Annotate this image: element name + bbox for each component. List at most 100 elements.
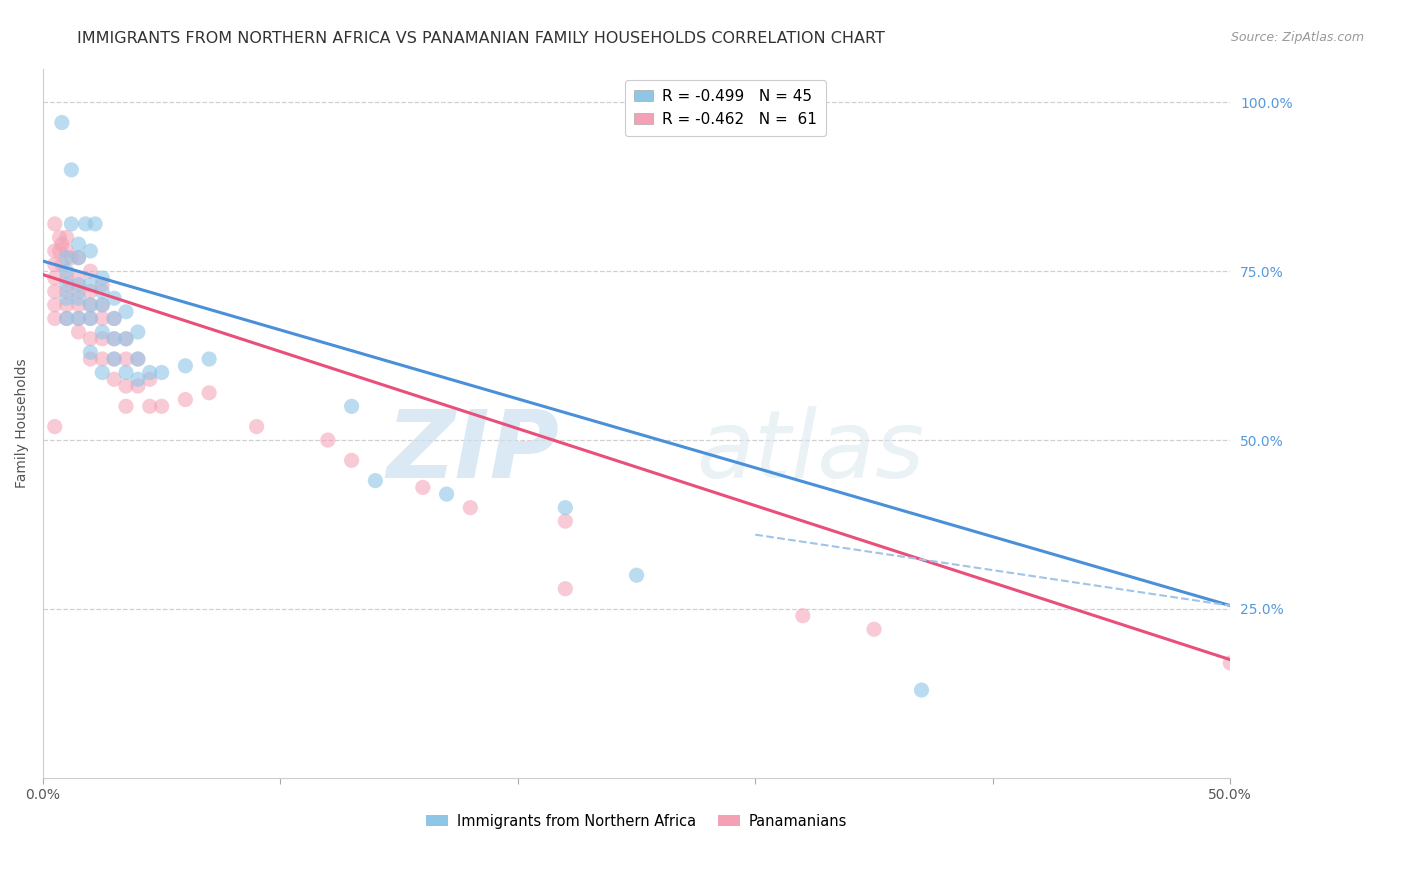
- Point: [554, 582, 576, 596]
- Point: [863, 622, 886, 636]
- Point: [364, 474, 387, 488]
- Point: [103, 311, 125, 326]
- Point: [44, 311, 66, 326]
- Point: [340, 400, 363, 414]
- Point: [103, 372, 125, 386]
- Point: [67, 298, 90, 312]
- Point: [103, 351, 125, 366]
- Point: [67, 271, 90, 285]
- Point: [44, 244, 66, 258]
- Point: [79, 311, 101, 326]
- Point: [198, 385, 221, 400]
- Point: [127, 325, 149, 339]
- Point: [198, 351, 221, 366]
- Point: [44, 217, 66, 231]
- Point: [67, 325, 90, 339]
- Point: [55, 291, 77, 305]
- Point: [91, 298, 114, 312]
- Point: [91, 271, 114, 285]
- Y-axis label: Family Households: Family Households: [15, 359, 30, 488]
- Point: [91, 325, 114, 339]
- Point: [316, 433, 339, 447]
- Point: [55, 251, 77, 265]
- Point: [51, 257, 73, 271]
- Point: [115, 332, 138, 346]
- Point: [436, 487, 458, 501]
- Point: [44, 298, 66, 312]
- Point: [412, 480, 434, 494]
- Point: [103, 311, 125, 326]
- Point: [55, 298, 77, 312]
- Point: [127, 372, 149, 386]
- Point: [91, 285, 114, 299]
- Point: [79, 298, 101, 312]
- Point: [115, 351, 138, 366]
- Point: [91, 277, 114, 292]
- Point: [84, 217, 107, 231]
- Point: [139, 366, 162, 380]
- Point: [55, 264, 77, 278]
- Point: [79, 311, 101, 326]
- Point: [55, 285, 77, 299]
- Point: [67, 311, 90, 326]
- Point: [246, 419, 269, 434]
- Point: [51, 115, 73, 129]
- Point: [67, 291, 90, 305]
- Point: [79, 264, 101, 278]
- Point: [115, 332, 138, 346]
- Point: [67, 251, 90, 265]
- Point: [127, 351, 149, 366]
- Point: [79, 351, 101, 366]
- Point: [103, 291, 125, 305]
- Point: [150, 366, 173, 380]
- Point: [554, 500, 576, 515]
- Point: [60, 162, 83, 177]
- Point: [626, 568, 648, 582]
- Point: [139, 400, 162, 414]
- Point: [79, 244, 101, 258]
- Point: [150, 400, 173, 414]
- Point: [460, 500, 482, 515]
- Point: [91, 311, 114, 326]
- Point: [67, 311, 90, 326]
- Point: [60, 217, 83, 231]
- Point: [60, 251, 83, 265]
- Point: [127, 351, 149, 366]
- Point: [340, 453, 363, 467]
- Point: [55, 311, 77, 326]
- Point: [91, 351, 114, 366]
- Point: [55, 277, 77, 292]
- Point: [44, 271, 66, 285]
- Point: [79, 285, 101, 299]
- Point: [115, 366, 138, 380]
- Text: atlas: atlas: [696, 406, 924, 497]
- Point: [115, 400, 138, 414]
- Text: IMMIGRANTS FROM NORTHERN AFRICA VS PANAMANIAN FAMILY HOUSEHOLDS CORRELATION CHAR: IMMIGRANTS FROM NORTHERN AFRICA VS PANAM…: [77, 31, 886, 46]
- Point: [79, 277, 101, 292]
- Point: [51, 237, 73, 252]
- Point: [103, 351, 125, 366]
- Point: [48, 244, 70, 258]
- Point: [103, 332, 125, 346]
- Point: [55, 271, 77, 285]
- Point: [139, 372, 162, 386]
- Point: [1219, 656, 1241, 670]
- Point: [67, 285, 90, 299]
- Point: [67, 237, 90, 252]
- Point: [91, 332, 114, 346]
- Point: [103, 332, 125, 346]
- Point: [115, 304, 138, 318]
- Point: [554, 514, 576, 528]
- Point: [79, 345, 101, 359]
- Point: [91, 366, 114, 380]
- Point: [44, 257, 66, 271]
- Point: [44, 285, 66, 299]
- Point: [67, 251, 90, 265]
- Point: [55, 311, 77, 326]
- Point: [174, 359, 197, 373]
- Point: [44, 419, 66, 434]
- Point: [174, 392, 197, 407]
- Point: [75, 217, 97, 231]
- Text: ZIP: ZIP: [387, 406, 560, 498]
- Point: [127, 379, 149, 393]
